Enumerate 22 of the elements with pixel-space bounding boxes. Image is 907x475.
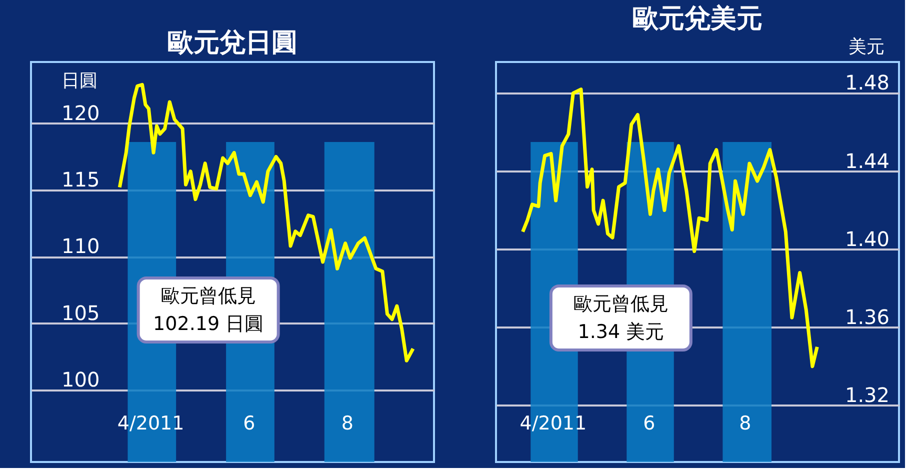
annotation: 歐元曾低見 1.34 美元 — [573, 293, 668, 343]
y-tick-label: 100 — [62, 368, 100, 392]
y-tick-label: 1.44 — [844, 148, 890, 173]
y-tick-label: 1.48 — [844, 70, 890, 95]
y-tick-label: 120 — [62, 100, 100, 125]
annotation: 歐元曾低見 102.19 日圓 — [153, 285, 264, 335]
chart-title: 歐元兌日圓 — [168, 28, 298, 58]
y-tick-label: 110 — [62, 234, 100, 258]
x-tick-label: 6 — [643, 412, 656, 434]
chart-title: 歐元兌美元 — [632, 4, 762, 34]
y-tick-label: 1.36 — [844, 304, 890, 329]
y-tick-label: 1.40 — [844, 226, 890, 251]
x-tick-label: 4/2011 — [117, 412, 184, 434]
x-tick-label: 8 — [739, 412, 752, 434]
y-tick-label: 115 — [62, 168, 100, 192]
x-tick-label: 6 — [243, 412, 256, 434]
x-tick-label: 8 — [341, 412, 354, 434]
y-axis-title: 美元 — [848, 36, 884, 58]
x-tick-label: 4/2011 — [520, 412, 587, 434]
y-axis-title: 日圓 — [62, 70, 98, 92]
y-tick-label: 1.32 — [844, 382, 890, 407]
y-tick-label: 105 — [62, 300, 100, 325]
